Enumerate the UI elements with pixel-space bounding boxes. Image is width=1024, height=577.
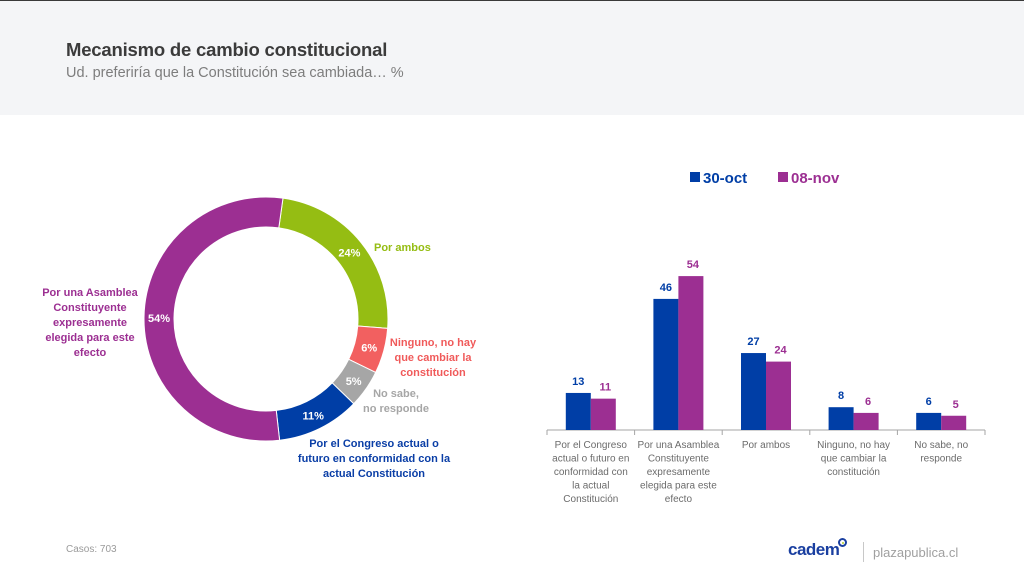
- x-tick-label-line: expresamente: [647, 467, 711, 478]
- cadem-logo: cadem: [788, 540, 840, 559]
- legend-label: 08-nov: [791, 170, 840, 187]
- x-tick-label-line: elegida para este: [640, 481, 717, 492]
- bar-30-oct: [741, 353, 766, 430]
- donut-value-label: 5%: [346, 376, 362, 388]
- bar-value-label: 13: [572, 376, 584, 388]
- legend-swatch: [778, 172, 788, 182]
- bar-value-label: 27: [747, 336, 759, 348]
- legend-label: 30-oct: [703, 170, 747, 187]
- x-tick-label-line: Ninguno, no hay: [817, 440, 890, 451]
- donut-category-label: Por ambos: [374, 242, 431, 254]
- x-tick-label-line: la actual: [572, 481, 609, 492]
- bar-30-oct: [565, 392, 591, 430]
- bar-08-nov: [678, 276, 704, 430]
- bar-value-label: 8: [838, 390, 844, 402]
- footer-divider: [863, 542, 864, 562]
- x-tick-label-line: actual o futuro en: [552, 454, 629, 465]
- donut-category-label: No sabe, no responde: [363, 388, 429, 415]
- bar-value-label: 5: [953, 399, 959, 411]
- bar-30-oct: [828, 407, 854, 430]
- x-tick-label-line: responde: [920, 454, 962, 465]
- bar-value-label: 46: [660, 282, 672, 294]
- x-tick-label: Por ambos: [742, 440, 790, 451]
- donut-category-label-line: expresamente: [53, 317, 127, 329]
- donut-category-label-line: Por el Congreso actual o: [309, 438, 439, 450]
- x-tick-label-line: conformidad con: [554, 467, 628, 478]
- donut-category-label-line: No sabe,: [373, 388, 419, 400]
- donut-category-label-line: Constituyente: [53, 302, 126, 314]
- donut-category-label-line: no responde: [363, 403, 429, 415]
- donut-category-label-line: Por ambos: [374, 242, 431, 254]
- x-tick-label-line: Constituyente: [648, 454, 710, 465]
- x-tick-label: Por el Congreso actual o futuro en conform…: [552, 440, 629, 505]
- x-tick-label-line: efecto: [665, 494, 693, 505]
- x-tick-label: Ninguno, no hay que cambiar la constitució…: [817, 440, 890, 478]
- page-subtitle: Ud. preferiría que la Constitución sea c…: [66, 65, 404, 81]
- donut-category-label: Ninguno, no hay que cambiar la constitució…: [390, 337, 477, 379]
- donut-slice: [143, 196, 284, 442]
- bar-value-label: 54: [687, 259, 700, 271]
- donut-category-label-line: Ninguno, no hay: [390, 337, 477, 349]
- donut-category-label-line: Por una Asamblea: [42, 287, 138, 299]
- bar-30-oct: [653, 298, 679, 430]
- legend-swatch: [690, 172, 700, 182]
- bar-08-nov: [853, 412, 879, 430]
- bar-08-nov: [766, 361, 791, 430]
- bar-value-label: 24: [774, 345, 787, 357]
- bar-08-nov: [590, 398, 616, 430]
- x-tick-label-line: Por ambos: [742, 440, 790, 451]
- x-tick-label-line: que cambiar la: [821, 454, 887, 465]
- page-title: Mecanismo de cambio constitucional: [66, 39, 388, 60]
- x-tick-label: Por una Asamblea Constituyente expresament…: [638, 440, 720, 505]
- x-tick-label-line: Constitución: [563, 494, 618, 505]
- bar-30-oct: [916, 412, 942, 430]
- donut-value-label: 6%: [361, 343, 377, 355]
- site-link[interactable]: plazapublica.cl: [873, 545, 959, 560]
- cadem-logo-mark-icon: [838, 538, 847, 547]
- bar-08-nov: [941, 415, 967, 430]
- donut-slice: [278, 197, 389, 329]
- bar-value-label: 11: [599, 382, 611, 394]
- x-tick-label-line: No sabe, no: [914, 440, 968, 451]
- x-tick-label-line: Por una Asamblea: [638, 440, 720, 451]
- bar-value-label: 6: [926, 396, 932, 408]
- cases-note: Casos: 703: [66, 544, 117, 555]
- x-tick-label-line: Por el Congreso: [555, 440, 628, 451]
- top-border: [0, 0, 1024, 1]
- donut-value-label: 54%: [148, 313, 170, 325]
- donut-value-label: 24%: [338, 247, 360, 259]
- donut-category-label: Por una Asamblea Constituyente expresament…: [42, 287, 138, 359]
- bar-value-label: 6: [865, 396, 871, 408]
- donut-category-label-line: elegida para este: [45, 332, 134, 344]
- x-tick-label: No sabe, no responde: [914, 440, 968, 465]
- donut-category-label-line: que cambiar la: [394, 352, 472, 364]
- donut-category-label-line: efecto: [74, 347, 107, 359]
- donut-category-label: Por el Congreso actual o futuro en confor…: [298, 438, 451, 480]
- donut-category-label-line: constitución: [400, 367, 466, 379]
- donut-chart: 24% Por ambos 6% Ninguno, no hay que cambiar…: [42, 196, 477, 480]
- bar-chart: 13 11 Por el Congreso actual o futuro en con…: [546, 170, 986, 505]
- x-tick-label-line: constitución: [827, 467, 880, 478]
- header-band: Mecanismo de cambio constitucional Ud. p…: [0, 1, 1024, 115]
- donut-category-label-line: actual Constitución: [323, 468, 425, 480]
- donut-category-label-line: futuro en conformidad con la: [298, 453, 451, 465]
- donut-value-label: 11%: [303, 411, 325, 423]
